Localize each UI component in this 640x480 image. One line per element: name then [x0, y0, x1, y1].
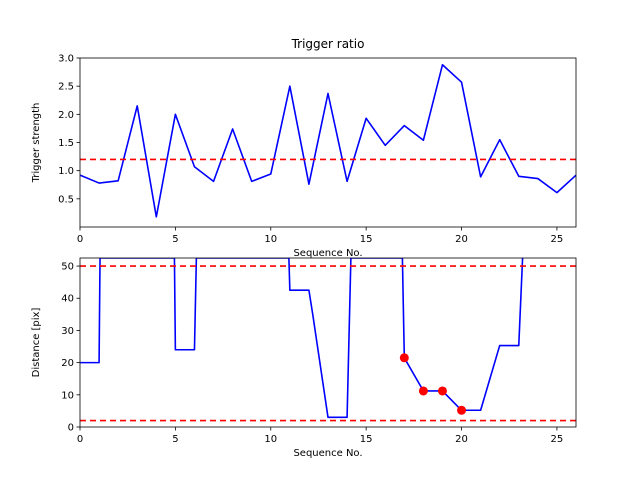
x-tick-label: 25	[551, 434, 564, 445]
y-tick-label: 3.0	[58, 54, 74, 65]
x-tick-label: 10	[264, 234, 277, 245]
data-point	[399, 353, 409, 363]
x-tick-label: 20	[455, 234, 468, 245]
y-tick-label: 50	[61, 262, 74, 273]
x-axis-label: Sequence No.	[293, 248, 362, 259]
y-tick-label: 30	[61, 326, 74, 337]
plot-frame	[79, 257, 577, 428]
axes-background	[80, 258, 576, 260]
x-axis-label: Sequence No.	[293, 448, 362, 459]
data-point	[418, 386, 428, 396]
x-tick-label: 15	[360, 234, 373, 245]
x-tick-label: 5	[172, 434, 178, 445]
series-line	[80, 258, 524, 419]
y-tick-label: 20	[61, 358, 74, 369]
data-point	[457, 405, 467, 415]
x-tick-label: 5	[172, 234, 178, 245]
y-axis-label: Trigger strength	[31, 103, 42, 184]
chart-1: 0 5 10 15 20 25 0.5 1.0 1.5 2.0 2.5 3.0 Trigger stre…	[31, 37, 577, 259]
y-tick-label: 1.0	[58, 166, 74, 177]
x-tick-label: 20	[455, 434, 468, 445]
y-tick-label: 2.5	[58, 82, 74, 93]
x-tick-label: 15	[360, 434, 373, 445]
series-line	[80, 63, 576, 218]
y-axis-label: Distance [pix]	[31, 308, 42, 378]
chart-title: Trigger ratio	[291, 37, 365, 51]
x-tick-label: 10	[264, 434, 277, 445]
y-tick-label: 0	[68, 423, 74, 434]
y-tick-label: 0.5	[58, 194, 74, 205]
data-point	[437, 386, 447, 396]
x-tick-label: 0	[77, 434, 83, 445]
x-tick-label: 0	[77, 234, 83, 245]
y-tick-label: 10	[61, 390, 74, 401]
y-tick-label: 1.5	[58, 138, 74, 149]
y-tick-label: 40	[61, 294, 74, 305]
chart-2: 0 5 10 15 20 25 0 10 20 30 40 50 Distance [pix] Seque…	[31, 257, 577, 459]
x-tick-label: 25	[551, 234, 564, 245]
y-tick-label: 2.0	[58, 110, 74, 121]
